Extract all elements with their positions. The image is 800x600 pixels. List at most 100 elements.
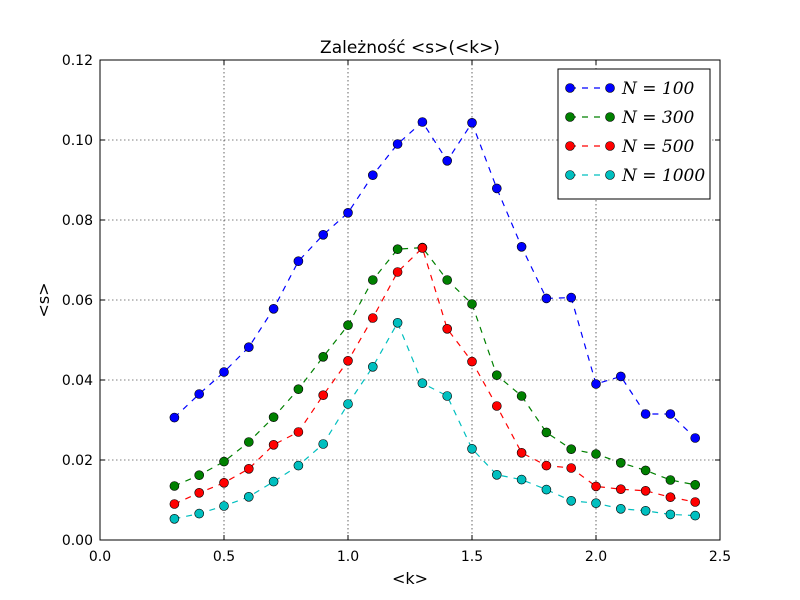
data-point <box>343 355 353 366</box>
data-point <box>467 118 477 128</box>
data-point <box>690 497 701 507</box>
series-1 <box>169 117 701 443</box>
data-point <box>491 469 502 480</box>
y-tick-label: 0.04 <box>62 373 93 389</box>
data-point <box>392 139 403 149</box>
data-point <box>343 208 353 218</box>
data-point <box>591 498 601 509</box>
data-point <box>367 361 378 372</box>
legend-label: N = 500 <box>621 137 695 157</box>
axis-ticks: 0.0 0.5 1.0 1.5 2.0 2.5 0.00 0.02 0.04 0.06 0.08 0.… <box>62 53 731 565</box>
data-point <box>690 433 701 443</box>
data-point <box>392 244 403 254</box>
data-point <box>169 499 180 509</box>
data-point <box>343 320 353 331</box>
data-point <box>591 481 601 492</box>
x-tick-label: 2.5 <box>709 549 731 565</box>
data-point <box>566 444 577 455</box>
data-point <box>293 427 304 437</box>
data-point <box>268 303 279 314</box>
data-point <box>244 437 254 447</box>
y-tick-label: 0.02 <box>62 453 93 469</box>
data-point <box>615 503 626 514</box>
x-tick-label: 0.5 <box>213 549 235 565</box>
data-point <box>442 275 453 285</box>
data-point <box>169 513 180 524</box>
legend-marker <box>565 112 575 122</box>
data-point <box>343 399 353 409</box>
data-point <box>467 356 477 367</box>
series-line <box>174 246 696 505</box>
data-point <box>392 267 403 277</box>
data-point <box>293 256 304 267</box>
y-tick-label: 0.00 <box>62 533 93 549</box>
y-tick-label: 0.10 <box>62 133 93 149</box>
data-point <box>318 439 329 449</box>
data-point <box>367 170 378 180</box>
legend-entry: N = 100 <box>565 79 695 99</box>
x-tick-label: 2.0 <box>585 549 607 565</box>
data-point <box>442 391 453 401</box>
legend-label: N = 100 <box>621 79 695 99</box>
legend-marker <box>565 141 575 151</box>
data-point <box>367 313 378 323</box>
data-point <box>516 391 527 401</box>
data-point <box>417 378 428 389</box>
legend-marker <box>605 141 615 151</box>
data-point <box>516 242 527 252</box>
legend-entry: N = 1000 <box>565 166 705 186</box>
data-point <box>442 156 453 166</box>
data-point <box>293 460 304 471</box>
data-point <box>566 463 577 473</box>
series-4 <box>169 317 701 524</box>
data-point <box>541 460 552 471</box>
legend-entry: N = 300 <box>565 108 695 128</box>
data-point <box>640 485 651 496</box>
data-point <box>169 412 180 423</box>
data-point <box>392 317 403 328</box>
series-line <box>174 321 696 520</box>
data-point <box>169 481 180 491</box>
data-point <box>442 323 453 334</box>
y-tick-label: 0.12 <box>62 53 93 69</box>
data-point <box>244 491 254 502</box>
data-point <box>318 230 329 240</box>
data-point <box>615 484 626 495</box>
legend-entry: N = 500 <box>565 137 695 157</box>
data-point <box>467 299 477 309</box>
data-point <box>194 470 204 481</box>
data-point <box>491 401 502 411</box>
data-point <box>591 449 601 459</box>
y-tick-label: 0.06 <box>62 293 93 309</box>
series-line <box>173 121 696 439</box>
data-point <box>541 484 552 495</box>
data-point <box>268 439 279 450</box>
legend-marker <box>605 170 615 180</box>
data-point <box>665 509 676 520</box>
data-point <box>268 476 279 487</box>
data-point <box>566 292 577 303</box>
data-point <box>244 342 254 353</box>
data-point <box>268 412 279 423</box>
data-point <box>516 447 527 458</box>
data-point <box>219 456 229 467</box>
series-layer <box>169 117 701 524</box>
data-point <box>665 409 676 419</box>
legend-marker <box>605 83 615 93</box>
data-point <box>219 477 229 488</box>
data-point <box>690 510 701 521</box>
data-point <box>219 501 229 511</box>
series-line <box>174 246 696 487</box>
data-point <box>591 379 601 389</box>
data-point <box>665 475 676 485</box>
data-point <box>690 479 701 490</box>
chart-title: Zależność <s>(<k>) <box>320 38 500 58</box>
data-point <box>615 457 626 468</box>
data-point <box>491 183 502 194</box>
data-point <box>293 384 304 395</box>
legend-label: N = 1000 <box>621 166 705 186</box>
data-point <box>665 492 676 503</box>
data-point <box>417 117 428 127</box>
data-point <box>541 293 552 304</box>
